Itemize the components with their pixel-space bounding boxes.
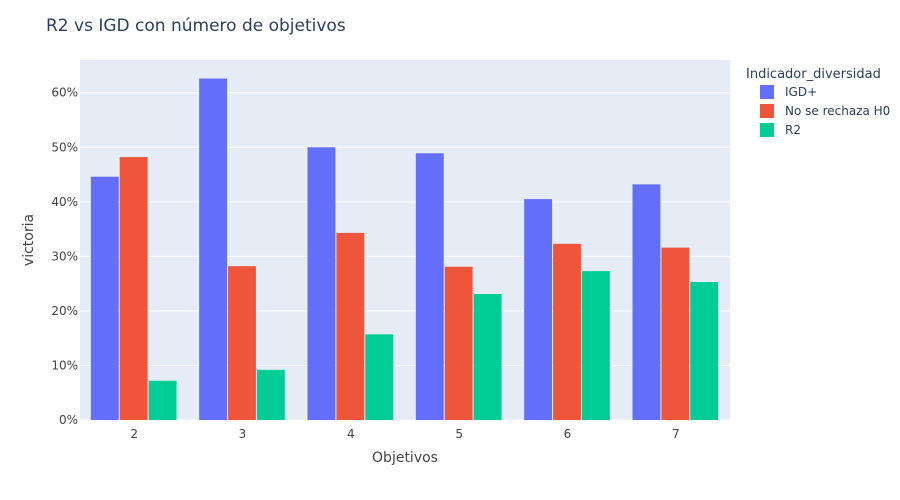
x-tick-label: 7 — [672, 427, 680, 441]
y-tick-label: 20% — [51, 304, 78, 318]
legend-swatch[interactable] — [760, 123, 774, 137]
bar-no-se-rechaza-h0-7[interactable] — [661, 247, 690, 420]
y-tick-label: 40% — [51, 195, 78, 209]
legend-title: Indicador_diversidad — [746, 67, 881, 82]
bar-no-se-rechaza-h0-5[interactable] — [444, 266, 473, 420]
bar-no-se-rechaza-h0-3[interactable] — [228, 266, 256, 420]
x-axis-label: Objetivos — [372, 450, 438, 466]
legend-label[interactable]: No se rechaza H0 — [785, 104, 890, 118]
grid-lines — [80, 92, 730, 421]
bar-no-se-rechaza-h0-2[interactable] — [119, 157, 148, 420]
bar-no-se-rechaza-h0-4[interactable] — [336, 232, 365, 420]
bar-igd--3[interactable] — [199, 78, 228, 420]
bar-r2-3[interactable] — [256, 369, 285, 420]
legend-swatch[interactable] — [760, 85, 774, 99]
bar-no-se-rechaza-h0-6[interactable] — [553, 243, 581, 420]
bar-igd--5[interactable] — [415, 153, 444, 421]
y-tick-label: 30% — [51, 249, 78, 263]
bar-r2-2[interactable] — [148, 380, 177, 420]
x-tick-label: 4 — [347, 427, 355, 441]
bar-r2-7[interactable] — [690, 282, 719, 420]
bar-igd--7[interactable] — [632, 184, 661, 420]
y-axis-label: victoria — [21, 214, 37, 266]
y-tick-label: 60% — [51, 86, 78, 100]
y-axis-ticks: 0% 10% 20% 30% 40% 50% 60% — [51, 86, 78, 427]
legend-label[interactable]: IGD+ — [785, 85, 817, 99]
y-tick-label: 0% — [59, 413, 78, 427]
plot-area — [80, 60, 730, 420]
legend-swatch[interactable] — [760, 104, 774, 118]
x-tick-label: 6 — [564, 427, 572, 441]
bar-igd--4[interactable] — [307, 147, 336, 421]
bars — [90, 78, 719, 421]
x-tick-label: 5 — [455, 427, 463, 441]
chart-title: R2 vs IGD con número de objetivos — [46, 16, 346, 36]
bar-r2-4[interactable] — [365, 334, 394, 420]
bar-r2-5[interactable] — [473, 294, 502, 420]
bar-r2-6[interactable] — [581, 271, 610, 420]
y-tick-label: 50% — [51, 140, 78, 154]
bar-igd--2[interactable] — [90, 176, 119, 420]
x-tick-label: 2 — [130, 427, 138, 441]
bar-igd--6[interactable] — [524, 199, 553, 420]
x-tick-label: 3 — [239, 427, 247, 441]
x-axis-ticks: 2 3 4 5 6 7 — [130, 427, 679, 441]
legend: Indicador_diversidad IGD+ No se rechaza H… — [746, 67, 890, 137]
y-tick-label: 10% — [51, 358, 78, 372]
legend-label[interactable]: R2 — [785, 123, 801, 137]
